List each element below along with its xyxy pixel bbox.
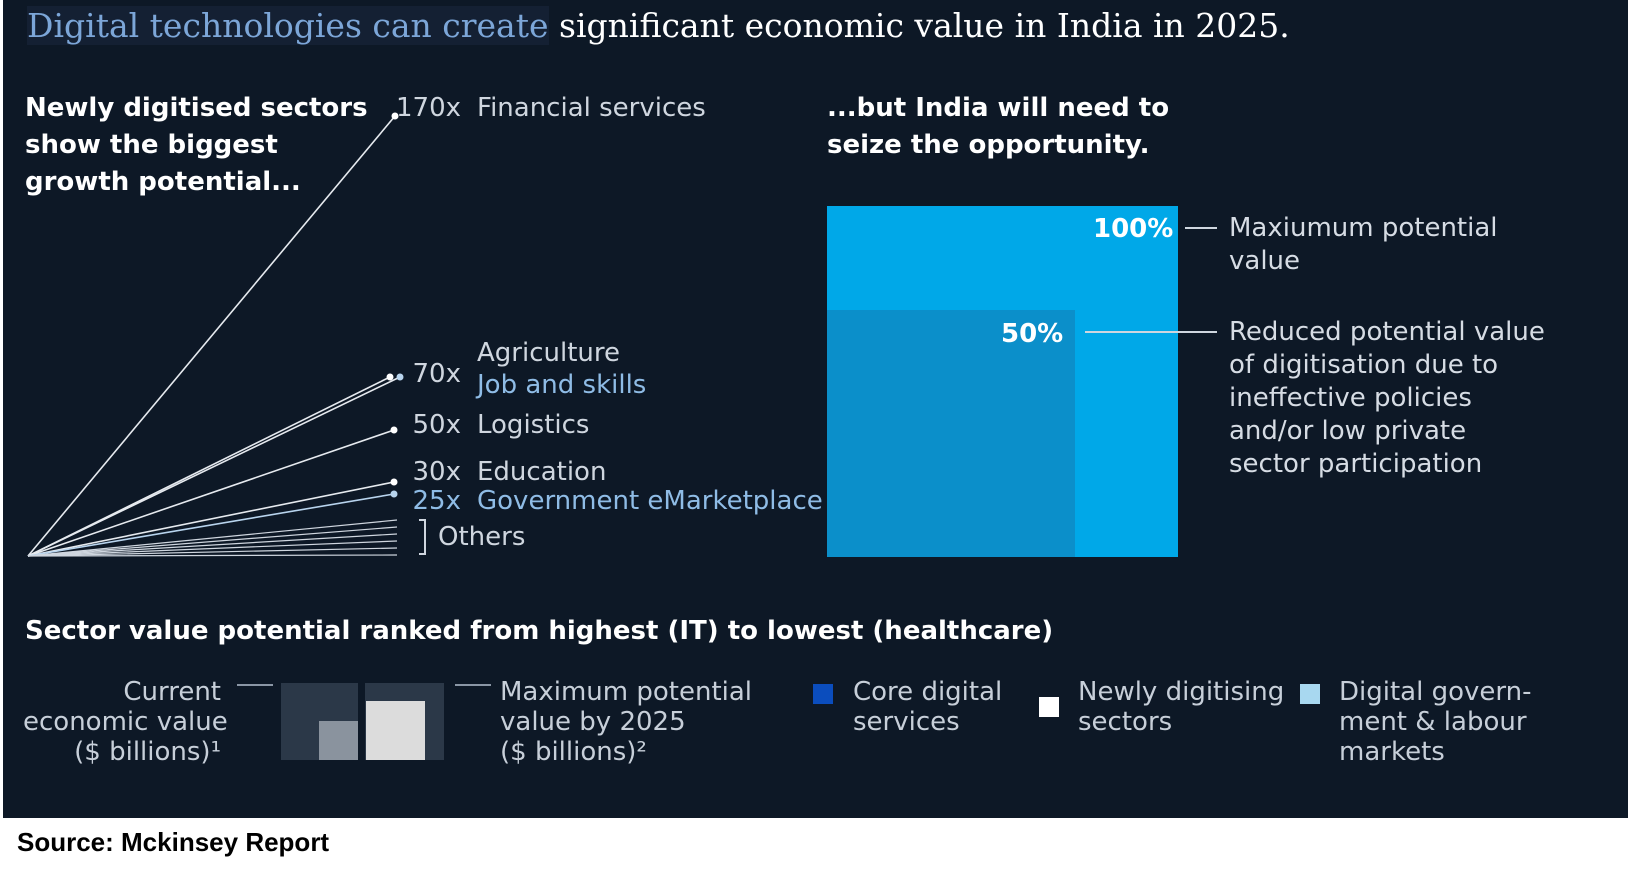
- reduced-desc-line: sector participation: [1229, 449, 1483, 479]
- multiplier-label-logistics: 50x: [412, 410, 461, 440]
- sector-label-financial-services: Financial services: [477, 93, 706, 123]
- right-panel-title: ...but India will need to seize the oppo…: [827, 90, 1169, 164]
- current-key-leader: [237, 684, 273, 686]
- headline-rest: significant economic value in India in 2…: [548, 6, 1290, 45]
- legend-line: Digital govern-: [1339, 677, 1532, 707]
- sector-label-agriculture: Agriculture: [477, 338, 620, 368]
- multiplier-label-agriculture: 70x: [412, 359, 461, 389]
- current-key-line: ($ billions)¹: [74, 737, 221, 767]
- fan-dot-government-emarketplace: [390, 490, 398, 498]
- reduced-potential-value-area: [827, 310, 1075, 557]
- max-value-description: Maxiumum potential value: [1229, 212, 1498, 278]
- fan-line-job-and-skills: [27, 376, 401, 557]
- legend-line: ment & labour: [1339, 707, 1527, 737]
- key-current-square: [319, 721, 358, 760]
- fan-line-logistics: [27, 429, 395, 557]
- fan-line-others: [27, 540, 398, 557]
- max-key-leader: [455, 684, 491, 686]
- fan-line-others: [27, 519, 398, 557]
- legend-swatch-gov: [1300, 684, 1320, 704]
- left-panel-title: Newly digitised sectors show the biggest…: [25, 90, 368, 201]
- sector-label-job-and-skills: Job and skills: [477, 370, 647, 400]
- left-title-line: show the biggest: [25, 130, 278, 160]
- max-desc-line: Maxiumum potential: [1229, 213, 1498, 243]
- max-value-key-label: Maximum potential value by 2025 ($ billi…: [500, 677, 752, 767]
- right-title-line: ...but India will need to: [827, 93, 1170, 123]
- max-leader-line: [1185, 227, 1217, 229]
- source-caption: Source: Mckinsey Report: [17, 827, 330, 857]
- fan-line-government-emarketplace: [27, 493, 395, 557]
- fan-line-others: [27, 547, 398, 557]
- reduced-percent-label: 50%: [1001, 319, 1064, 349]
- left-title-line: Newly digitised sectors: [25, 93, 368, 123]
- headline: Digital technologies can create signific…: [27, 4, 1290, 48]
- reduced-desc-line: of digitisation due to: [1229, 350, 1499, 380]
- reduced-leader-line: [1085, 331, 1217, 333]
- key-max-value-square: [366, 701, 425, 760]
- fan-dot-financial-services: [391, 112, 399, 120]
- legend-line: services: [853, 707, 960, 737]
- legend-gov-label: Digital govern- ment & labour markets: [1339, 677, 1531, 767]
- max-key-line: Maximum potential: [500, 677, 753, 707]
- multiplier-label-education: 30x: [412, 457, 461, 487]
- multiplier-label-financial: 170x: [395, 93, 461, 123]
- sector-label-government-emarketplace: Government eMarketplace: [477, 486, 823, 516]
- left-title-line: growth potential...: [25, 167, 301, 197]
- legend-line: Newly digitising: [1078, 677, 1285, 707]
- legend-line: markets: [1339, 737, 1445, 767]
- fan-dot-agriculture: [386, 373, 394, 381]
- legend-line: Core digital: [853, 677, 1003, 707]
- legend-newly-label: Newly digitising sectors: [1078, 677, 1284, 737]
- fan-dot-job-and-skills: [396, 373, 404, 381]
- fan-line-others: [27, 533, 398, 557]
- infographic-panel: Digital technologies can create signific…: [3, 0, 1628, 818]
- headline-highlight: Digital technologies can create: [27, 6, 549, 45]
- sector-label-logistics: Logistics: [477, 410, 590, 440]
- legend-swatch-core: [813, 684, 833, 704]
- fan-line-others: [27, 554, 398, 557]
- max-percent-label: 100%: [1093, 214, 1174, 244]
- multiplier-label-gem: 25x: [412, 486, 461, 516]
- reduced-desc-line: Reduced potential value: [1229, 317, 1545, 347]
- current-value-key-label: Current economic value ($ billions)¹: [23, 677, 228, 767]
- current-key-line: Current: [123, 677, 221, 707]
- others-bracket: [419, 519, 426, 555]
- growth-fan-chart: [27, 112, 404, 557]
- reduced-desc-line: ineffective policies: [1229, 383, 1472, 413]
- fan-line-others: [27, 526, 398, 557]
- legend-line: sectors: [1078, 707, 1173, 737]
- reduced-desc-line: and/or low private: [1229, 416, 1467, 446]
- fan-dot-logistics: [390, 426, 398, 434]
- legend-swatch-newly: [1039, 697, 1059, 717]
- current-key-line: economic value: [23, 707, 228, 737]
- fan-line-financial-services: [27, 115, 396, 557]
- right-title-line: seize the opportunity.: [827, 130, 1150, 160]
- legend-core-label: Core digital services: [853, 677, 1002, 737]
- max-key-line: ($ billions)²: [500, 737, 647, 767]
- sector-label-education: Education: [477, 457, 607, 487]
- reduced-value-description: Reduced potential value of digitisation …: [1229, 316, 1545, 481]
- max-key-line: value by 2025: [500, 707, 686, 737]
- max-desc-line: value: [1229, 246, 1301, 276]
- fan-line-education: [27, 481, 395, 557]
- sector-label-others: Others: [438, 522, 526, 552]
- fan-dot-education: [390, 478, 398, 486]
- ranking-title: Sector value potential ranked from highe…: [25, 616, 1054, 646]
